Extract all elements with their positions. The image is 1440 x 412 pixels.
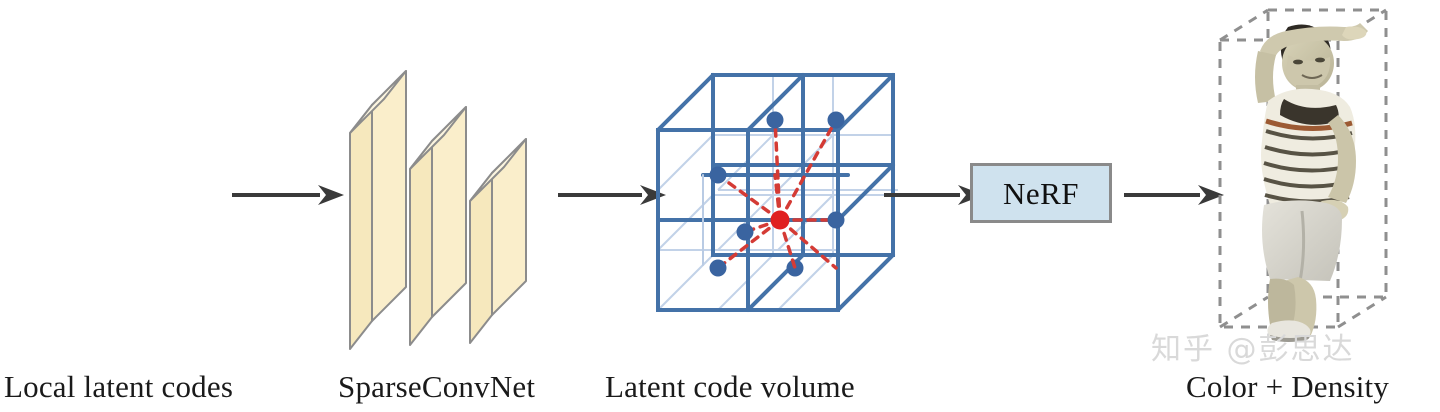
sparseconvnet-figure (348, 55, 558, 350)
point-cloud-points (82, 29, 208, 345)
caption-local-latent-codes: Local latent codes (4, 369, 234, 404)
query-point-dot (770, 210, 790, 230)
latent-code-volume-figure (640, 55, 905, 345)
caption-latent-code-volume: Latent code volume (605, 369, 855, 404)
arrow-pointcloud-to-convnet (232, 180, 344, 210)
point-cloud-figure (55, 8, 265, 345)
nerf-label: NeRF (1002, 175, 1080, 211)
watermark: 知乎 @彭思达 (1151, 332, 1355, 367)
rendered-person-figure (1210, 5, 1395, 342)
caption-color-density: Color + Density (1186, 369, 1390, 404)
person-render (1255, 23, 1368, 342)
arrow-convnet-to-cube (558, 180, 666, 210)
nerf-module-box[interactable]: NeRF (970, 163, 1112, 223)
caption-sparseconvnet: SparseConvNet (338, 369, 536, 404)
arrow-cube-to-nerf (884, 180, 984, 210)
arrow-nerf-to-output (1124, 180, 1224, 210)
